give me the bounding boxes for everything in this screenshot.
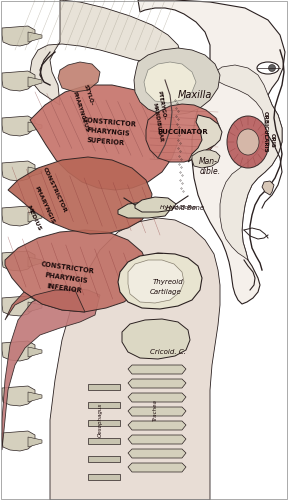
Text: dible.: dible. [199, 168, 221, 176]
Polygon shape [138, 0, 285, 304]
Text: STYLO-: STYLO- [82, 84, 94, 106]
Polygon shape [2, 161, 35, 181]
Polygon shape [134, 48, 220, 115]
Polygon shape [88, 402, 120, 408]
Polygon shape [128, 463, 186, 472]
Ellipse shape [257, 62, 279, 74]
Text: Man-: Man- [198, 158, 217, 166]
Polygon shape [2, 26, 35, 46]
Text: INFERIOR: INFERIOR [46, 282, 82, 294]
Polygon shape [215, 65, 282, 260]
Text: ORBICULARIS: ORBICULARIS [262, 111, 268, 153]
Polygon shape [5, 290, 85, 320]
Polygon shape [128, 365, 186, 374]
Polygon shape [128, 435, 186, 444]
Polygon shape [88, 384, 120, 390]
Polygon shape [28, 392, 42, 402]
Text: CONSTRICTOR: CONSTRICTOR [41, 262, 95, 274]
Polygon shape [2, 288, 100, 450]
Polygon shape [128, 260, 184, 303]
Polygon shape [5, 230, 148, 312]
Text: SUPERIOR: SUPERIOR [87, 138, 125, 146]
Text: PHARYNGIS: PHARYNGIS [44, 272, 88, 284]
Text: PTERYGO-: PTERYGO- [157, 90, 167, 120]
Polygon shape [2, 71, 35, 91]
Polygon shape [50, 218, 220, 500]
Polygon shape [188, 115, 222, 162]
Text: Oesophagus: Oesophagus [98, 403, 103, 437]
Polygon shape [128, 379, 186, 388]
Polygon shape [28, 302, 42, 312]
Polygon shape [88, 420, 120, 426]
Text: CONSTRICTOR: CONSTRICTOR [83, 116, 137, 128]
Ellipse shape [227, 116, 269, 168]
Text: Hyoid Bone: Hyoid Bone [166, 205, 204, 211]
Polygon shape [28, 77, 42, 87]
Text: Cartilage: Cartilage [150, 289, 182, 295]
Polygon shape [128, 407, 186, 416]
Text: Trachea: Trachea [153, 399, 158, 421]
Text: CONSTRICTOR: CONSTRICTOR [42, 166, 68, 214]
Polygon shape [122, 319, 190, 359]
Polygon shape [28, 122, 42, 132]
Polygon shape [88, 438, 120, 444]
Polygon shape [2, 206, 35, 226]
Polygon shape [28, 347, 42, 357]
Polygon shape [2, 251, 35, 271]
Polygon shape [128, 393, 186, 402]
Text: Hyoid Bone: Hyoid Bone [160, 204, 196, 210]
Polygon shape [128, 449, 186, 458]
Polygon shape [28, 32, 42, 42]
Text: PHARYNGEUS: PHARYNGEUS [71, 91, 89, 133]
Polygon shape [144, 62, 196, 103]
Text: Maxilla: Maxilla [178, 90, 212, 100]
Polygon shape [30, 85, 178, 190]
Polygon shape [28, 257, 42, 267]
Polygon shape [118, 202, 170, 218]
Polygon shape [2, 116, 35, 136]
Polygon shape [2, 431, 35, 451]
Polygon shape [58, 62, 100, 92]
Text: BUCCINATOR: BUCCINATOR [158, 129, 209, 135]
Text: MANDIBULAR: MANDIBULAR [151, 102, 163, 142]
Polygon shape [88, 456, 120, 462]
Polygon shape [28, 167, 42, 177]
Polygon shape [128, 421, 186, 430]
Ellipse shape [268, 64, 276, 71]
Polygon shape [30, 0, 180, 105]
Polygon shape [146, 104, 220, 162]
Polygon shape [2, 386, 35, 406]
Polygon shape [2, 296, 35, 316]
Polygon shape [88, 474, 120, 480]
Polygon shape [135, 197, 176, 212]
Text: Cricoid. C.: Cricoid. C. [150, 349, 186, 355]
Polygon shape [118, 253, 202, 309]
Text: PHARYNGIS: PHARYNGIS [33, 186, 55, 224]
Text: MEDIUS: MEDIUS [26, 204, 42, 232]
Text: ORIS: ORIS [270, 132, 274, 148]
Polygon shape [28, 437, 42, 447]
Ellipse shape [237, 129, 259, 155]
Polygon shape [2, 341, 35, 361]
Polygon shape [8, 157, 152, 234]
Polygon shape [262, 181, 274, 195]
Polygon shape [28, 212, 42, 222]
Text: PHARYNGIS: PHARYNGIS [86, 127, 130, 137]
Polygon shape [192, 150, 220, 168]
Text: Thyreoid: Thyreoid [153, 279, 183, 285]
